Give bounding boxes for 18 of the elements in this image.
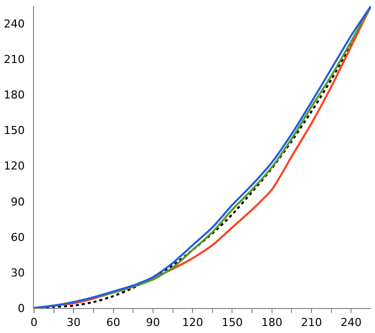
y-tick-label: 180 (4, 88, 25, 102)
x-tick-label: 0 (30, 316, 38, 330)
x-tick-label: 180 (261, 316, 282, 330)
x-tick-label: 30 (66, 316, 81, 330)
x-tick-label: 240 (340, 316, 362, 330)
y-tick-label: 30 (10, 266, 25, 280)
y-tick-label: 120 (4, 160, 25, 173)
x-tick-label: 90 (146, 316, 160, 330)
y-tick-label: 0 (18, 302, 25, 315)
y-tick-label: 60 (10, 230, 25, 244)
x-tick-label: 150 (222, 316, 243, 330)
y-tick-label: 150 (4, 124, 25, 138)
x-tick-label: 120 (182, 316, 204, 330)
x-tick-label: 60 (106, 316, 120, 330)
y-tick-label: 240 (4, 18, 25, 31)
y-tick-label: 210 (4, 53, 25, 66)
x-tick-label: 210 (301, 316, 322, 330)
y-tick-label: 90 (10, 195, 25, 208)
